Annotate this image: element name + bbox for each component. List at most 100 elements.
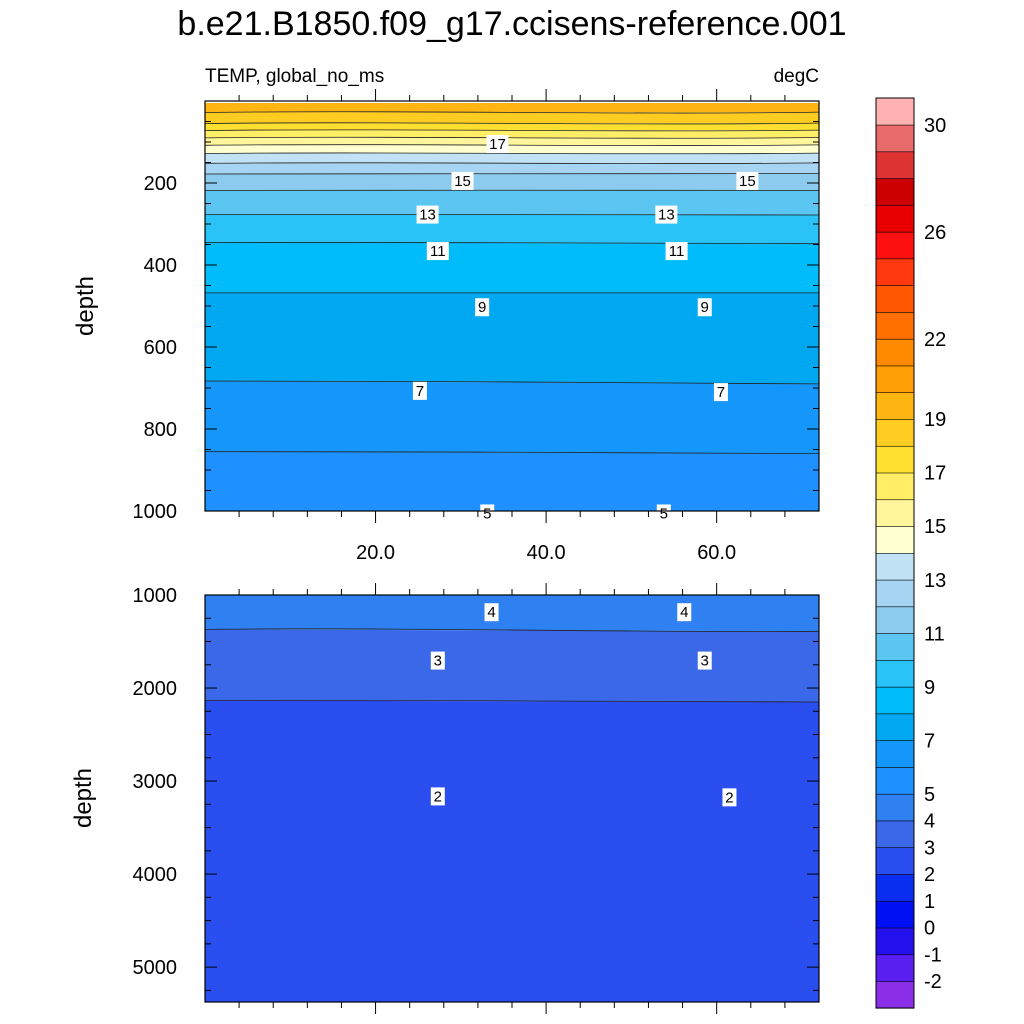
colorbar-swatch <box>875 632 915 661</box>
colorbar-frame <box>875 97 915 1009</box>
y-axis-title: depth <box>72 276 99 336</box>
temperature-band-16 <box>205 130 819 138</box>
colorbar-swatch <box>875 177 915 206</box>
contour-line-13 <box>204 162 820 165</box>
colorbar-label: 11 <box>924 623 945 645</box>
colorbar-swatch <box>875 793 915 822</box>
temperature-band-11 <box>205 173 819 191</box>
temperature-band-5 <box>205 451 819 511</box>
temperature-band-17 <box>205 123 819 131</box>
contour-label-box <box>677 603 692 622</box>
colorbar-label: 22 <box>924 329 946 351</box>
x-tick-label: 60.0 <box>697 542 736 564</box>
contour-label-box <box>697 298 712 317</box>
colorbar-label: 17 <box>924 463 946 485</box>
colorbar-swatch <box>875 873 915 902</box>
colorbar-label: 5 <box>924 784 935 806</box>
contour-line-6 <box>204 451 820 454</box>
colorbar-swatch <box>875 231 915 260</box>
colorbar-swatch <box>875 285 915 313</box>
colorbar-label: 15 <box>924 516 946 538</box>
colorbar-label: 2 <box>924 864 935 886</box>
contour-label-box <box>656 504 671 523</box>
colorbar-swatch <box>875 766 915 795</box>
contour-label: 15 <box>454 173 471 190</box>
contour-label-box <box>697 651 712 670</box>
contour-label-box <box>426 242 449 261</box>
contour-label-box <box>416 205 439 224</box>
colorbar-swatch <box>875 151 915 179</box>
contour-label: 7 <box>717 384 725 401</box>
contour-line-4 <box>204 628 820 632</box>
colorbar-swatch <box>875 392 915 420</box>
colorbar-swatch <box>875 927 915 956</box>
contour-label-box <box>412 381 427 400</box>
contour-label-box <box>430 651 445 670</box>
contour-label-box <box>665 242 688 261</box>
contour-label: 4 <box>680 604 688 621</box>
contour-line-15 <box>204 144 820 147</box>
contour-line-14 <box>204 152 820 155</box>
contour-label: 4 <box>487 604 495 621</box>
temperature-band-13 <box>205 153 819 164</box>
colorbar-label: -1 <box>924 944 942 966</box>
temperature-band-12 <box>205 162 819 174</box>
colorbar-swatch <box>875 740 915 768</box>
colorbar-label: 19 <box>924 409 946 431</box>
contour-label-box <box>655 205 678 224</box>
panel-lower: 4 4 3 3 2 2 1000 2000 3000 4000 5000 depth <box>70 583 820 1014</box>
y-tick-label: 800 <box>144 419 177 441</box>
temperature-band-7 <box>205 292 819 384</box>
temperature-band-14 <box>205 144 819 154</box>
contour-line-19 <box>204 111 820 114</box>
colorbar-swatch <box>875 820 915 849</box>
colorbar-label: 4 <box>924 811 935 833</box>
y-tick-label: 400 <box>144 255 177 277</box>
colorbar-swatch <box>875 980 915 1009</box>
contour-label-box <box>486 135 509 154</box>
colorbar-swatch <box>875 338 915 367</box>
y-tick-label: 1000 <box>133 501 178 523</box>
colorbar-label: 1 <box>924 891 935 913</box>
colorbar-swatch <box>875 954 915 982</box>
chart-title: b.e21.B1850.f09_g17.ccisens-reference.00… <box>177 5 847 43</box>
contour-label: 11 <box>669 243 685 260</box>
colorbar-label: 26 <box>924 222 946 244</box>
units-label: degC <box>774 66 819 87</box>
colorbar-swatch <box>875 713 915 741</box>
colorbar-swatch <box>875 552 915 581</box>
x-tick-label: 20.0 <box>356 542 395 564</box>
temperature-band-18 <box>205 112 819 124</box>
contour-line-16 <box>204 136 820 139</box>
colorbar-label: 9 <box>924 677 935 699</box>
variable-label: TEMP, global_no_ms <box>205 66 384 87</box>
colorbar-swatch <box>875 499 915 527</box>
colorbar-swatch <box>875 258 915 286</box>
contour-label-box <box>722 788 737 807</box>
contour-line-10 <box>204 213 820 216</box>
contour-label: 17 <box>489 136 506 153</box>
contour-label: 5 <box>660 505 668 522</box>
contour-line-18 <box>204 122 820 125</box>
contour-label: 9 <box>478 299 486 316</box>
contour-line-17 <box>204 129 820 132</box>
y-tick-label: 2000 <box>133 678 178 700</box>
y-tick-label: 3000 <box>133 771 178 793</box>
y-tick-label: 600 <box>144 337 177 359</box>
y-tick-label: 5000 <box>133 957 178 979</box>
contour-label-box <box>451 171 474 190</box>
contour-label: 3 <box>701 653 709 670</box>
colorbar-swatch <box>875 847 915 875</box>
contour-label: 2 <box>434 788 442 805</box>
colorbar-swatch <box>875 97 915 126</box>
y-tick-label: 200 <box>144 173 177 195</box>
y-axis-title: depth <box>70 768 97 828</box>
contour-label-box <box>430 787 445 806</box>
colorbar-swatch <box>875 686 915 715</box>
contour-label: 3 <box>434 653 442 670</box>
colorbar-swatch <box>875 472 915 501</box>
y-tick-label: 4000 <box>133 864 178 886</box>
contour-label: 2 <box>725 789 733 806</box>
temperature-band-15 <box>205 137 819 146</box>
contour-label: 9 <box>701 299 709 316</box>
